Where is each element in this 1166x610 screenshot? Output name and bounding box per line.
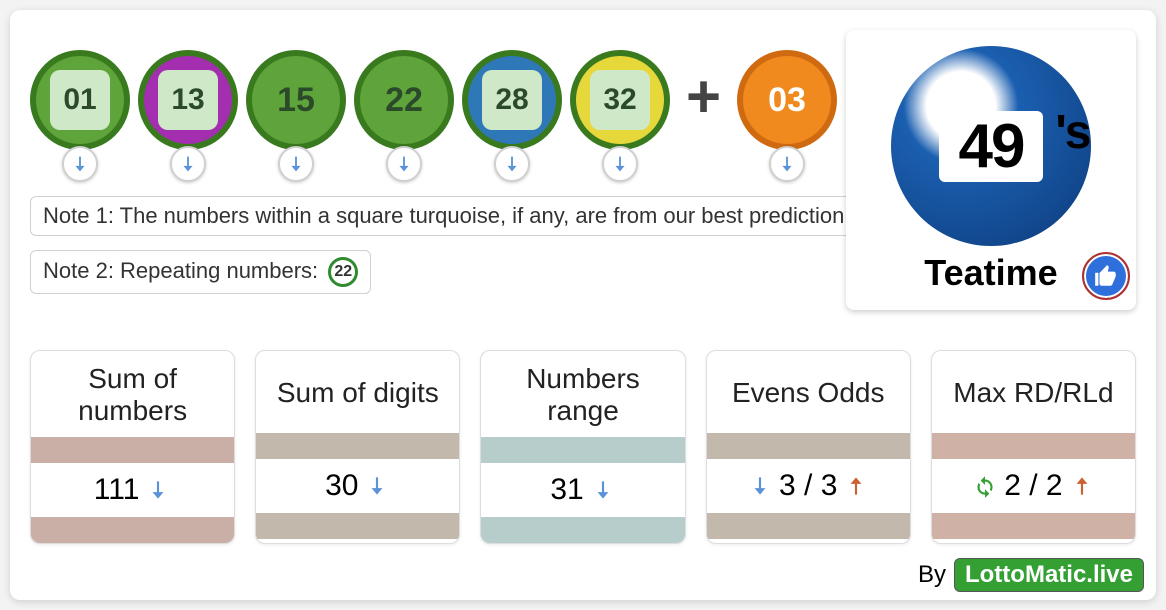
- ball-3: 15: [246, 50, 346, 182]
- stat-value: 111: [31, 463, 234, 517]
- arrow-down-icon: [364, 473, 390, 499]
- stat-card-5: Max RD/RLd 2 / 2: [931, 350, 1136, 544]
- stat-value: 30: [256, 459, 459, 513]
- ball-circle: 32: [570, 50, 670, 150]
- arrow-up-icon: [1069, 473, 1095, 499]
- arrow-down-icon: [776, 153, 798, 175]
- arrow-down-icon: [501, 153, 523, 175]
- ball-circle: 03: [737, 50, 837, 150]
- stat-value: 2 / 2: [932, 459, 1135, 513]
- ball-circle: 13: [138, 50, 238, 150]
- stat-band: [932, 433, 1135, 459]
- arrow-up-icon: [843, 473, 869, 499]
- stats-row: Sum of numbers 111 Sum of digits 30 Numbers …: [30, 350, 1136, 544]
- stat-card-3: Numbers range 31: [480, 350, 685, 544]
- stat-card-4: Evens Odds 3 / 3: [706, 350, 911, 544]
- stat-title: Numbers range: [481, 351, 684, 437]
- result-card: 01 13 15 22 28 32 +03 Note 1: The numbers with…: [10, 10, 1156, 600]
- trend-arrow: [386, 146, 422, 182]
- note-2-text: Note 2: Repeating numbers:: [43, 258, 324, 283]
- logo-title: Teatime: [924, 252, 1057, 294]
- stat-title: Sum of digits: [256, 351, 459, 433]
- repeating-number-badge: 22: [328, 257, 358, 287]
- footer-by: By: [918, 561, 946, 589]
- logo-number: 49 's: [939, 111, 1044, 182]
- ball-circle: 15: [246, 50, 346, 150]
- footer-site-link[interactable]: LottoMatic.live: [954, 558, 1144, 592]
- stat-value: 3 / 3: [707, 459, 910, 513]
- trend-arrow: [62, 146, 98, 182]
- ball-circle: 28: [462, 50, 562, 150]
- arrow-down-icon: [69, 153, 91, 175]
- stat-title: Max RD/RLd: [932, 351, 1135, 433]
- ball-6: 32: [570, 50, 670, 182]
- stat-value: 31: [481, 463, 684, 517]
- stat-band-bottom: [31, 517, 234, 543]
- stat-band: [256, 433, 459, 459]
- note-2: Note 2: Repeating numbers: 22: [30, 250, 371, 294]
- ball-number: 32: [590, 70, 650, 130]
- arrow-down-icon: [747, 473, 773, 499]
- arrow-down-icon: [393, 153, 415, 175]
- logo-ball: 49 's: [891, 46, 1091, 246]
- ball-number: 22: [385, 81, 423, 120]
- stat-band-bottom: [932, 513, 1135, 539]
- stat-card-1: Sum of numbers 111: [30, 350, 235, 544]
- stat-band: [481, 437, 684, 463]
- ball-circle: 22: [354, 50, 454, 150]
- arrow-down-icon: [285, 153, 307, 175]
- ball-5: 28: [462, 50, 562, 182]
- arrow-down-icon: [145, 477, 171, 503]
- ball-2: 13: [138, 50, 238, 182]
- arrow-down-icon: [590, 477, 616, 503]
- ball-number: 03: [768, 81, 806, 120]
- stat-card-2: Sum of digits 30: [255, 350, 460, 544]
- stat-title: Sum of numbers: [31, 351, 234, 437]
- stat-band-bottom: [256, 513, 459, 539]
- trend-arrow: [170, 146, 206, 182]
- trend-arrow: [602, 146, 638, 182]
- ball-number: 13: [158, 70, 218, 130]
- refresh-icon: [972, 473, 998, 499]
- stat-band: [707, 433, 910, 459]
- lottery-logo: 49 's Teatime: [846, 30, 1136, 310]
- stat-band-bottom: [707, 513, 910, 539]
- plus-separator: +: [686, 62, 721, 131]
- stat-title: Evens Odds: [707, 351, 910, 433]
- note-1: Note 1: The numbers within a square turq…: [30, 196, 864, 236]
- ball-number: 01: [50, 70, 110, 130]
- arrow-down-icon: [177, 153, 199, 175]
- ball-number: 28: [482, 70, 542, 130]
- ball-circle: 01: [30, 50, 130, 150]
- trend-arrow: [769, 146, 805, 182]
- ball-number: 15: [277, 81, 315, 120]
- arrow-down-icon: [609, 153, 631, 175]
- stat-band-bottom: [481, 517, 684, 543]
- like-button[interactable]: [1082, 252, 1130, 300]
- footer: By LottoMatic.live: [918, 558, 1144, 592]
- ball-1: 01: [30, 50, 130, 182]
- ball-4: 22: [354, 50, 454, 182]
- logo-apostrophe-s: 's: [1055, 105, 1089, 160]
- stat-band: [31, 437, 234, 463]
- trend-arrow: [494, 146, 530, 182]
- trend-arrow: [278, 146, 314, 182]
- thumbs-up-icon: [1093, 263, 1119, 289]
- bonus-ball: 03: [737, 50, 837, 182]
